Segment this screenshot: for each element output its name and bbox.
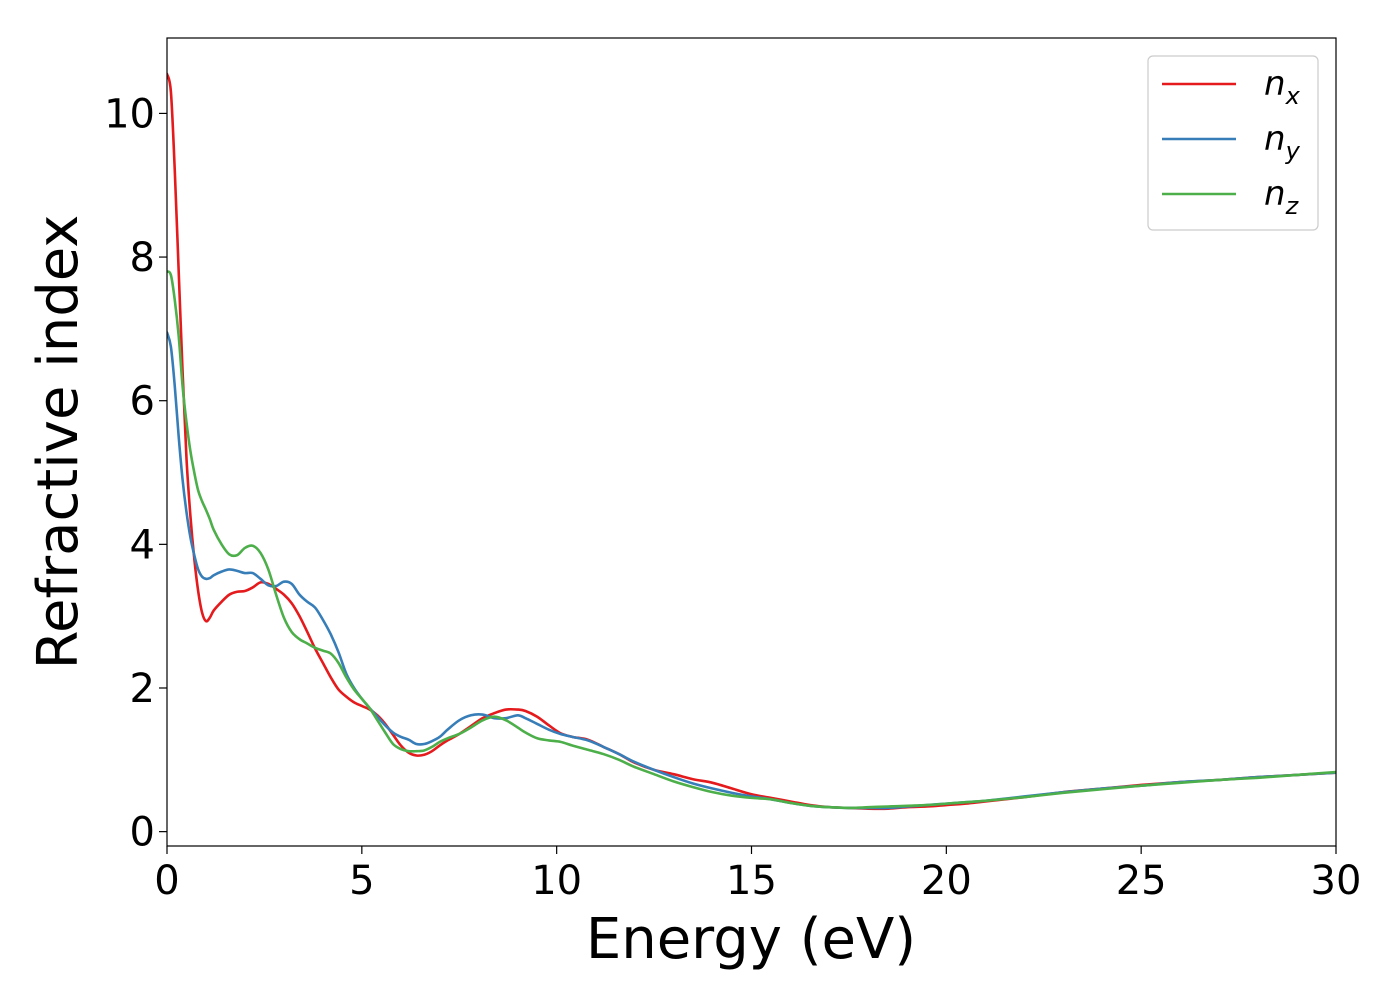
x-tick-label: 25 <box>1116 858 1167 904</box>
series-line-nz <box>167 270 1336 810</box>
legend-label-ny: ny <box>1264 119 1301 165</box>
y-axis-title: Refractive index <box>26 215 91 670</box>
x-tick-label: 30 <box>1311 858 1362 904</box>
series-line-ny <box>167 331 1336 810</box>
legend-box <box>1147 55 1319 231</box>
y-tick-label: 10 <box>104 91 155 137</box>
x-tick-label: 20 <box>921 858 972 904</box>
legend-label-base: n <box>1264 119 1286 159</box>
y-tick-label: 2 <box>130 666 155 712</box>
y-axis-ticks: 0 2 4 6 8 10 <box>104 91 167 856</box>
x-tick-label: 5 <box>349 858 374 904</box>
legend-label-base: n <box>1264 174 1286 214</box>
legend-label-subscript: y <box>1285 137 1301 165</box>
x-tick-label: 10 <box>531 858 582 904</box>
legend-label-subscript: x <box>1285 82 1301 110</box>
legend-label-nz: nz <box>1264 174 1300 220</box>
y-tick-label: 8 <box>130 235 155 281</box>
y-tick-label: 0 <box>130 810 155 856</box>
x-tick-label: 15 <box>726 858 777 904</box>
x-axis-ticks: 0 5 10 15 20 25 30 <box>154 846 1361 904</box>
y-tick-label: 6 <box>130 379 155 425</box>
y-tick-label: 4 <box>130 522 155 568</box>
x-tick-label: 0 <box>154 858 179 904</box>
legend-label-subscript: z <box>1285 192 1300 220</box>
legend-label-nx: nx <box>1264 64 1301 110</box>
legend-label-base: n <box>1264 64 1286 104</box>
series-layer <box>167 72 1336 811</box>
x-axis-title: Energy (eV) <box>586 907 916 972</box>
